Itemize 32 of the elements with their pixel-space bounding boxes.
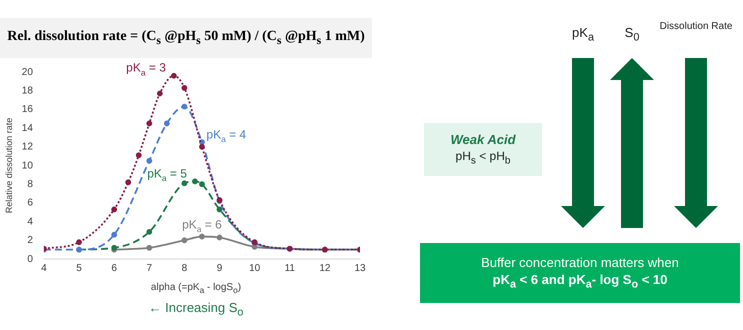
x-tick-label: 6: [111, 262, 118, 274]
x-tick-label: 5: [76, 262, 82, 274]
x-tick-label: 8: [182, 262, 188, 274]
y-tick-label: 16: [22, 104, 34, 116]
text: Weak Acid: [449, 132, 517, 147]
y-tick-label: 8: [27, 178, 34, 190]
text: Buffer concentration matters when: [480, 255, 680, 270]
text: S$_{0}$: [624, 25, 640, 44]
y-tick-label: 12: [22, 142, 34, 153]
text: ← Increasing S$_{o}$: [148, 300, 244, 319]
text: Dissolution Rate: [658, 20, 734, 33]
y-tick-label: 2: [27, 235, 34, 246]
text: pK$_{a}$: [571, 25, 595, 45]
x-tick-label: 11: [284, 262, 296, 274]
x-tick-label: 4: [41, 262, 48, 274]
y-tick-label: 4: [27, 216, 34, 228]
text: pH$_{s}$ < pH$_{b}$: [454, 149, 512, 166]
y-tick-label: 0: [27, 254, 34, 265]
y-tick-label: 14: [22, 122, 34, 134]
y-tick-label: 6: [27, 198, 34, 209]
y-tick-label: 18: [22, 85, 34, 96]
y-axis-title: Relative dissolution rate: [4, 118, 14, 214]
x-tick-label: 12: [319, 262, 331, 274]
chart-title: Rel. dissolution rate = (C$_{s}$ @pH$_{s}$ 50 mM) / (C$_{s}$ @pH$_{s}$ 1 mM): [7, 29, 365, 47]
x-axis-title: alpha (=pK$_{a}$ - logS$_{o}$): [150, 282, 242, 295]
x-tick-label: 9: [216, 262, 223, 274]
text: pK$_{a}$ < 6 and pK$_{a}$- log S$_{o}$ < 10: [492, 272, 668, 291]
x-tick-label: 13: [354, 262, 366, 274]
x-tick-label: 10: [249, 262, 261, 274]
y-tick-label: 20: [22, 66, 34, 78]
x-tick-label: 7: [146, 262, 152, 274]
y-tick-label: 10: [22, 160, 34, 172]
